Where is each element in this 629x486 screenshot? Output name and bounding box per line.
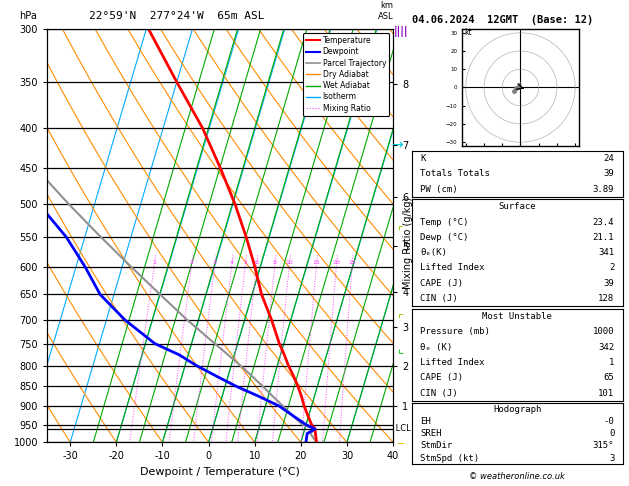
Text: 04.06.2024  12GMT  (Base: 12): 04.06.2024 12GMT (Base: 12) [412, 15, 593, 25]
Text: 21.1: 21.1 [593, 233, 615, 242]
Text: 341: 341 [598, 248, 615, 257]
Text: hPa: hPa [19, 11, 37, 21]
Text: 315°: 315° [593, 441, 615, 451]
Text: 1: 1 [519, 82, 522, 87]
Text: Temp (°C): Temp (°C) [420, 218, 469, 226]
Text: 5: 5 [243, 260, 247, 265]
Text: 128: 128 [598, 294, 615, 303]
Text: 3.89: 3.89 [593, 185, 615, 193]
Text: 15: 15 [313, 260, 320, 265]
Text: -0: -0 [604, 417, 615, 426]
Text: 2: 2 [609, 263, 615, 273]
Text: 20: 20 [333, 260, 340, 265]
Text: ⌞: ⌞ [398, 344, 404, 356]
Text: 24: 24 [604, 154, 615, 163]
Text: →: → [392, 139, 403, 153]
Text: Most Unstable: Most Unstable [482, 312, 552, 321]
Text: ⌜: ⌜ [398, 314, 404, 327]
Text: Hodograph: Hodograph [493, 405, 542, 414]
Text: PW (cm): PW (cm) [420, 185, 458, 193]
Text: Mixing Ratio (g/kg): Mixing Ratio (g/kg) [403, 197, 413, 289]
Text: θₑ(K): θₑ(K) [420, 248, 447, 257]
Text: 342: 342 [598, 343, 615, 351]
Text: Lifted Index: Lifted Index [420, 358, 485, 367]
Text: 3: 3 [213, 260, 217, 265]
Text: 2: 2 [190, 260, 194, 265]
Text: 10: 10 [286, 260, 293, 265]
Text: θₑ (K): θₑ (K) [420, 343, 453, 351]
Text: 8: 8 [273, 260, 277, 265]
Text: ⌜: ⌜ [398, 227, 404, 240]
Text: CAPE (J): CAPE (J) [420, 279, 464, 288]
Text: CAPE (J): CAPE (J) [420, 373, 464, 382]
Text: 1: 1 [152, 260, 156, 265]
Text: 39: 39 [604, 169, 615, 178]
Text: LCL: LCL [393, 424, 411, 434]
Text: 3: 3 [517, 84, 520, 88]
Text: © weatheronline.co.uk: © weatheronline.co.uk [469, 472, 565, 481]
Text: CIN (J): CIN (J) [420, 294, 458, 303]
Text: ||||: |||| [393, 26, 408, 37]
Text: StmDir: StmDir [420, 441, 453, 451]
Text: StmSpd (kt): StmSpd (kt) [420, 453, 479, 463]
Text: Surface: Surface [499, 202, 536, 211]
Text: 1000: 1000 [593, 327, 615, 336]
Text: 23.4: 23.4 [593, 218, 615, 226]
Text: 25: 25 [348, 260, 356, 265]
Text: _: _ [398, 431, 404, 444]
Text: K: K [420, 154, 426, 163]
Text: CIN (J): CIN (J) [420, 389, 458, 398]
Text: 39: 39 [604, 279, 615, 288]
Text: Pressure (mb): Pressure (mb) [420, 327, 490, 336]
Text: 3: 3 [609, 453, 615, 463]
Text: Dewp (°C): Dewp (°C) [420, 233, 469, 242]
Text: 65: 65 [604, 373, 615, 382]
Text: km
ASL: km ASL [377, 1, 393, 21]
Text: 22°59'N  277°24'W  65m ASL: 22°59'N 277°24'W 65m ASL [89, 11, 264, 21]
Text: SREH: SREH [420, 429, 442, 438]
Text: 6: 6 [515, 86, 518, 91]
Text: Lifted Index: Lifted Index [420, 263, 485, 273]
Legend: Temperature, Dewpoint, Parcel Trajectory, Dry Adiabat, Wet Adiabat, Isotherm, Mi: Temperature, Dewpoint, Parcel Trajectory… [303, 33, 389, 116]
Text: Totals Totals: Totals Totals [420, 169, 490, 178]
Text: kt: kt [464, 28, 472, 36]
Text: 6: 6 [255, 260, 259, 265]
Text: EH: EH [420, 417, 431, 426]
Text: 1: 1 [609, 358, 615, 367]
X-axis label: Dewpoint / Temperature (°C): Dewpoint / Temperature (°C) [140, 467, 300, 477]
Text: 101: 101 [598, 389, 615, 398]
Text: 4: 4 [230, 260, 234, 265]
Text: 0: 0 [609, 429, 615, 438]
